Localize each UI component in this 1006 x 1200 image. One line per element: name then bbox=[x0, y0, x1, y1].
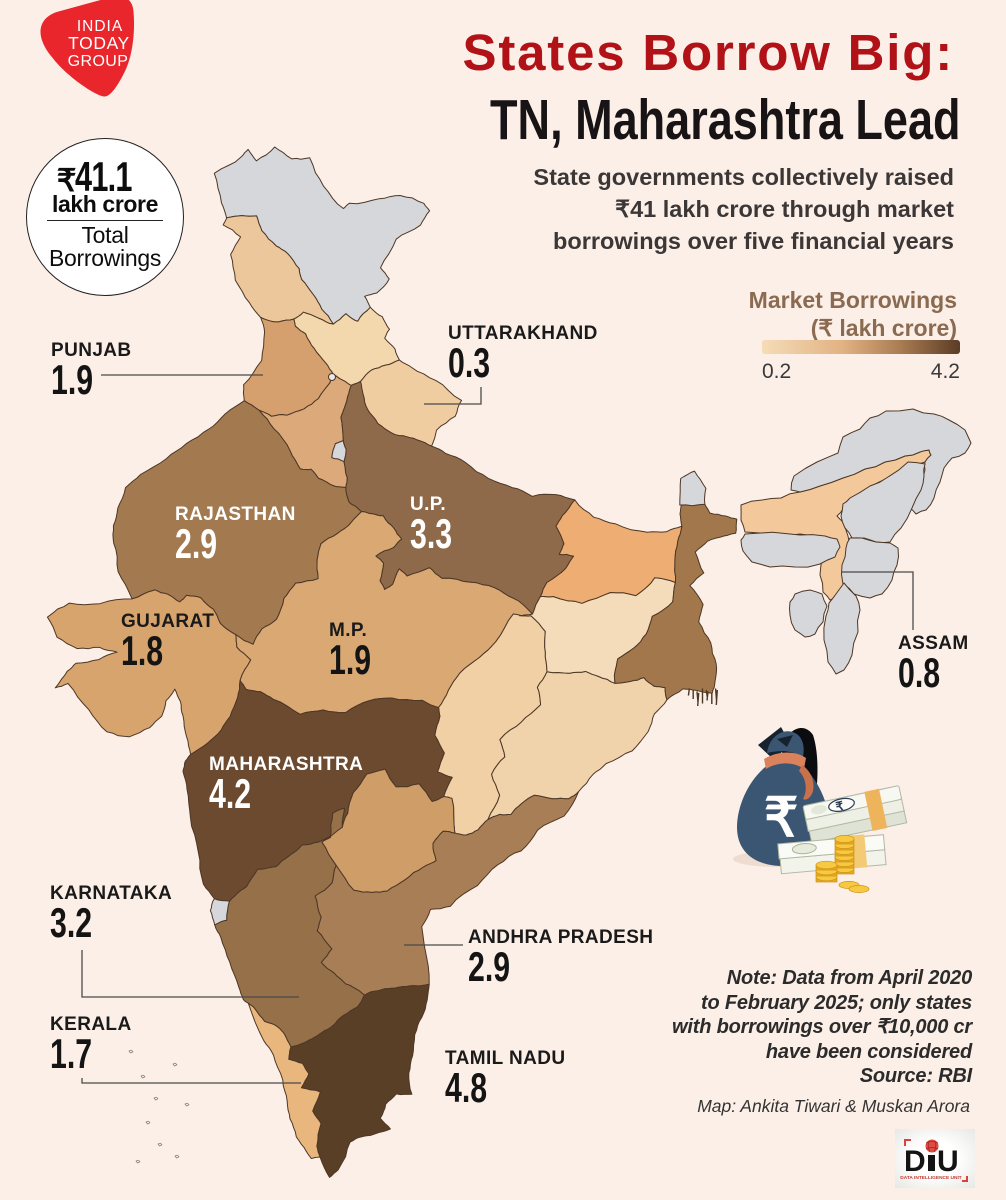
svg-text:U: U bbox=[937, 1145, 959, 1178]
svg-text:GROUP: GROUP bbox=[68, 53, 129, 70]
svg-text:D: D bbox=[904, 1145, 925, 1178]
svg-text:DATA INTELLIGENCE UNIT: DATA INTELLIGENCE UNIT bbox=[900, 1175, 962, 1181]
svg-text:INDIA: INDIA bbox=[77, 18, 123, 35]
svg-text:₹: ₹ bbox=[834, 799, 845, 814]
svg-text:TODAY: TODAY bbox=[68, 33, 130, 53]
svg-text:₹: ₹ bbox=[764, 788, 798, 848]
